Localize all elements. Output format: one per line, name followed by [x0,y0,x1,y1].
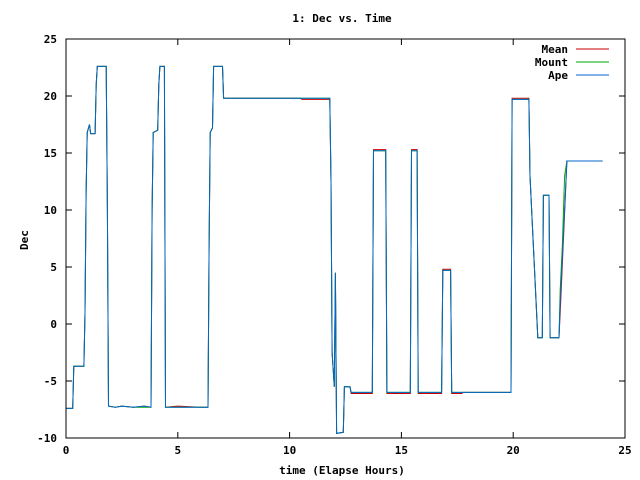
y-tick-label: -5 [44,375,57,388]
series-layer [66,65,603,434]
chart-title: 1: Dec vs. Time [292,12,392,25]
legend-label-ape: Ape [548,69,568,82]
series-line-ape [66,65,603,434]
x-tick-label: 15 [395,444,408,457]
legend-label-mean: Mean [542,43,569,56]
x-tick-label: 5 [174,444,181,457]
axes-layer: 0 5 10 15 20 25 -10 -5 0 5 10 15 20 25 [37,33,632,457]
x-axis-label: time (Elapse Hours) [279,464,405,477]
y-tick-label: 20 [44,90,57,103]
y-tick-label: 0 [50,318,57,331]
y-tick-label: -10 [37,432,57,445]
y-axis-label: Dec [18,230,31,250]
y-tick-label: 25 [44,33,57,46]
legend-label-mount: Mount [535,56,568,69]
y-tick-label: 5 [50,261,57,274]
y-tick-label: 15 [44,147,57,160]
y-tick-label: 10 [44,204,57,217]
plot-frame [65,38,626,439]
x-tick-label: 25 [618,444,631,457]
x-tick-label: 20 [507,444,520,457]
x-tick-label: 10 [283,444,296,457]
x-tick-label: 0 [63,444,70,457]
